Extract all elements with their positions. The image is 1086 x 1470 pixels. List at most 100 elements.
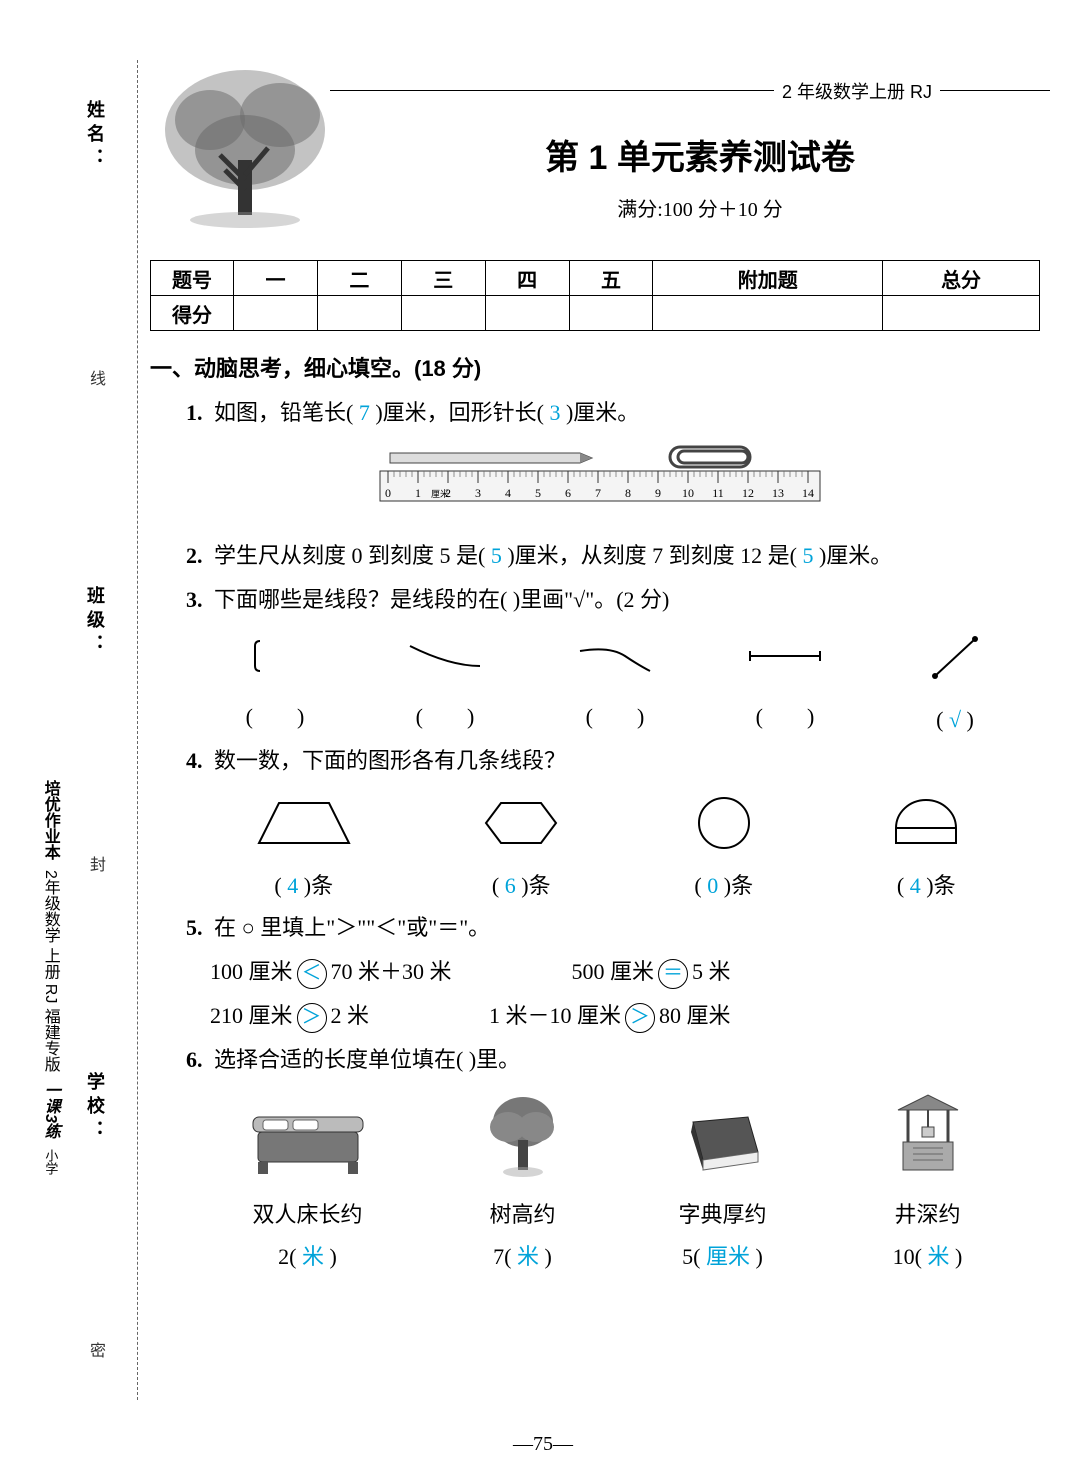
td[interactable] <box>234 296 318 331</box>
seg-2-ans: ( ) <box>370 699 520 731</box>
circle-op: ＝ <box>658 959 688 989</box>
td[interactable] <box>883 296 1040 331</box>
circle-op: ＜ <box>297 959 327 989</box>
shape-2-label: ( 6 )条 <box>476 868 566 900</box>
tree-illustration <box>150 60 340 230</box>
well-icon <box>878 1092 978 1182</box>
q6-text: 选择合适的长度单位填在( )里。 <box>209 1047 521 1072</box>
qnum: 3. <box>186 587 203 612</box>
th: 一 <box>234 261 318 296</box>
q5-row1: 100 厘米＜70 米＋30 米 500 厘米＝5 米 <box>210 950 1050 994</box>
fold-line <box>137 60 138 1400</box>
item-tree-label: 树高约 <box>478 1197 568 1229</box>
seg-1-ans: ( ) <box>200 699 350 731</box>
book-small: 小学 <box>40 1149 61 1175</box>
seg-1: ( ) <box>200 636 350 731</box>
ruler-figure: 01厘米234567891011121314 <box>150 445 1050 520</box>
q2-ans1: 5 <box>491 543 502 568</box>
q2-text-a: 学生尺从刻度 0 到刻度 5 是( <box>209 543 491 568</box>
question-5: 5. 在 ○ 里填上"＞""＜"或"＝"。 <box>186 906 1050 950</box>
circle-op: ＞ <box>297 1003 327 1033</box>
svg-text:4: 4 <box>505 486 511 500</box>
svg-text:14: 14 <box>802 486 814 500</box>
th: 五 <box>569 261 653 296</box>
svg-text:1: 1 <box>415 486 421 500</box>
td[interactable] <box>569 296 653 331</box>
section-1-title: 一、动脑思考，细心填空。(18 分) <box>150 351 1050 383</box>
q5-r2c2: 1 米－10 厘米＞80 厘米 <box>489 994 731 1038</box>
th: 题号 <box>151 261 234 296</box>
question-3: 3. 下面哪些是线段？是线段的在( )里画"√"。(2 分) <box>186 578 1050 622</box>
th: 四 <box>485 261 569 296</box>
side-strip: 姓名： 线 班级： 封 学校： 密 <box>60 60 130 1400</box>
shape-3: ( 0 )条 <box>684 793 764 900</box>
shape-4-label: ( 4 )条 <box>881 868 971 900</box>
th: 得分 <box>151 296 234 331</box>
qnum: 2. <box>186 543 203 568</box>
seg-2: ( ) <box>370 636 520 731</box>
shape-2: ( 6 )条 <box>476 793 566 900</box>
book-brand: 一课3练 <box>37 1082 63 1139</box>
q5-r2c1: 210 厘米＞2 米 <box>210 994 369 1038</box>
seg-5-ans: ( √ ) <box>880 707 1030 733</box>
label-school: 学校： <box>82 1072 108 1144</box>
svg-text:5: 5 <box>535 486 541 500</box>
shape-4: ( 4 )条 <box>881 793 971 900</box>
item-dict-val: 5( 厘米 ) <box>673 1239 773 1271</box>
seg-3: ( ) <box>540 636 690 731</box>
item-dict: 字典厚约 5( 厘米 ) <box>673 1102 773 1271</box>
q3-ans5: √ <box>949 707 961 732</box>
q5-row2: 210 厘米＞2 米 1 米－10 厘米＞80 厘米 <box>210 994 1050 1038</box>
grade-label: 2 年级数学上册 RJ <box>774 78 940 104</box>
marker-mi: 密 <box>83 1342 107 1360</box>
th: 附加题 <box>653 261 883 296</box>
page-number: —75— <box>0 1433 1086 1456</box>
item-well-val: 10( 米 ) <box>878 1239 978 1271</box>
item-well: 井深约 10( 米 ) <box>878 1092 978 1271</box>
item-bed-label: 双人床长约 <box>243 1197 373 1229</box>
question-6: 6. 选择合适的长度单位填在( )里。 <box>186 1038 1050 1082</box>
svg-text:11: 11 <box>712 486 724 500</box>
page-title: 第 1 单元素养测试卷 <box>350 130 1050 179</box>
q3-figures: ( ) ( ) ( ) ( ) ( √ ) <box>190 634 1040 733</box>
main-content: 2 年级数学上册 RJ 第 1 单元素养测试卷 满分:100 分＋10 分 题号… <box>150 60 1050 1277</box>
svg-text:2: 2 <box>445 486 451 500</box>
th: 三 <box>401 261 485 296</box>
seg-5: ( √ ) <box>880 634 1030 733</box>
shape-1: ( 4 )条 <box>249 793 359 900</box>
book-spine: 培优作业本 2年级数学 上册 RJ 福建专版 一课3练 小学 <box>20 780 80 1175</box>
item-dict-label: 字典厚约 <box>673 1197 773 1229</box>
table-row: 得分 <box>151 296 1040 331</box>
qnum: 5. <box>186 915 203 940</box>
q4-text: 数一数，下面的图形各有几条线段？ <box>209 748 567 773</box>
book-icon <box>673 1102 773 1182</box>
marker-feng: 封 <box>83 856 107 874</box>
td[interactable] <box>485 296 569 331</box>
qnum: 6. <box>186 1047 203 1072</box>
q4-shapes: ( 4 )条 ( 6 )条 ( 0 )条 ( 4 )条 <box>190 793 1030 900</box>
q2-ans2: 5 <box>802 543 813 568</box>
item-tree: 树高约 7( 米 ) <box>478 1092 568 1271</box>
seg-4: ( ) <box>710 636 860 731</box>
svg-text:12: 12 <box>742 486 754 500</box>
td[interactable] <box>317 296 401 331</box>
td[interactable] <box>653 296 883 331</box>
label-class: 班级： <box>82 586 108 658</box>
td[interactable] <box>401 296 485 331</box>
svg-text:0: 0 <box>385 486 391 500</box>
item-bed-val: 2( 米 ) <box>243 1239 373 1271</box>
q1-text-a: 如图，铅笔长( <box>209 400 359 425</box>
tree-icon <box>150 60 340 230</box>
svg-text:7: 7 <box>595 486 601 500</box>
q3-text: 下面哪些是线段？是线段的在( )里画"√"。(2 分) <box>209 587 670 612</box>
bed-icon <box>243 1102 373 1182</box>
question-2: 2. 学生尺从刻度 0 到刻度 5 是( 5 )厘米，从刻度 7 到刻度 12 … <box>186 534 1050 578</box>
q1-text-b: )厘米，回形针长( <box>370 400 550 425</box>
book-title-2: 2年级数学 上册 RJ 福建专版 <box>37 870 63 1072</box>
q1-ans1: 7 <box>359 400 370 425</box>
score-table: 题号 一 二 三 四 五 附加题 总分 得分 <box>150 260 1040 331</box>
th: 二 <box>317 261 401 296</box>
q2-text-c: )厘米。 <box>813 543 892 568</box>
th: 总分 <box>883 261 1040 296</box>
q5-r1c2: 500 厘米＝5 米 <box>572 950 731 994</box>
